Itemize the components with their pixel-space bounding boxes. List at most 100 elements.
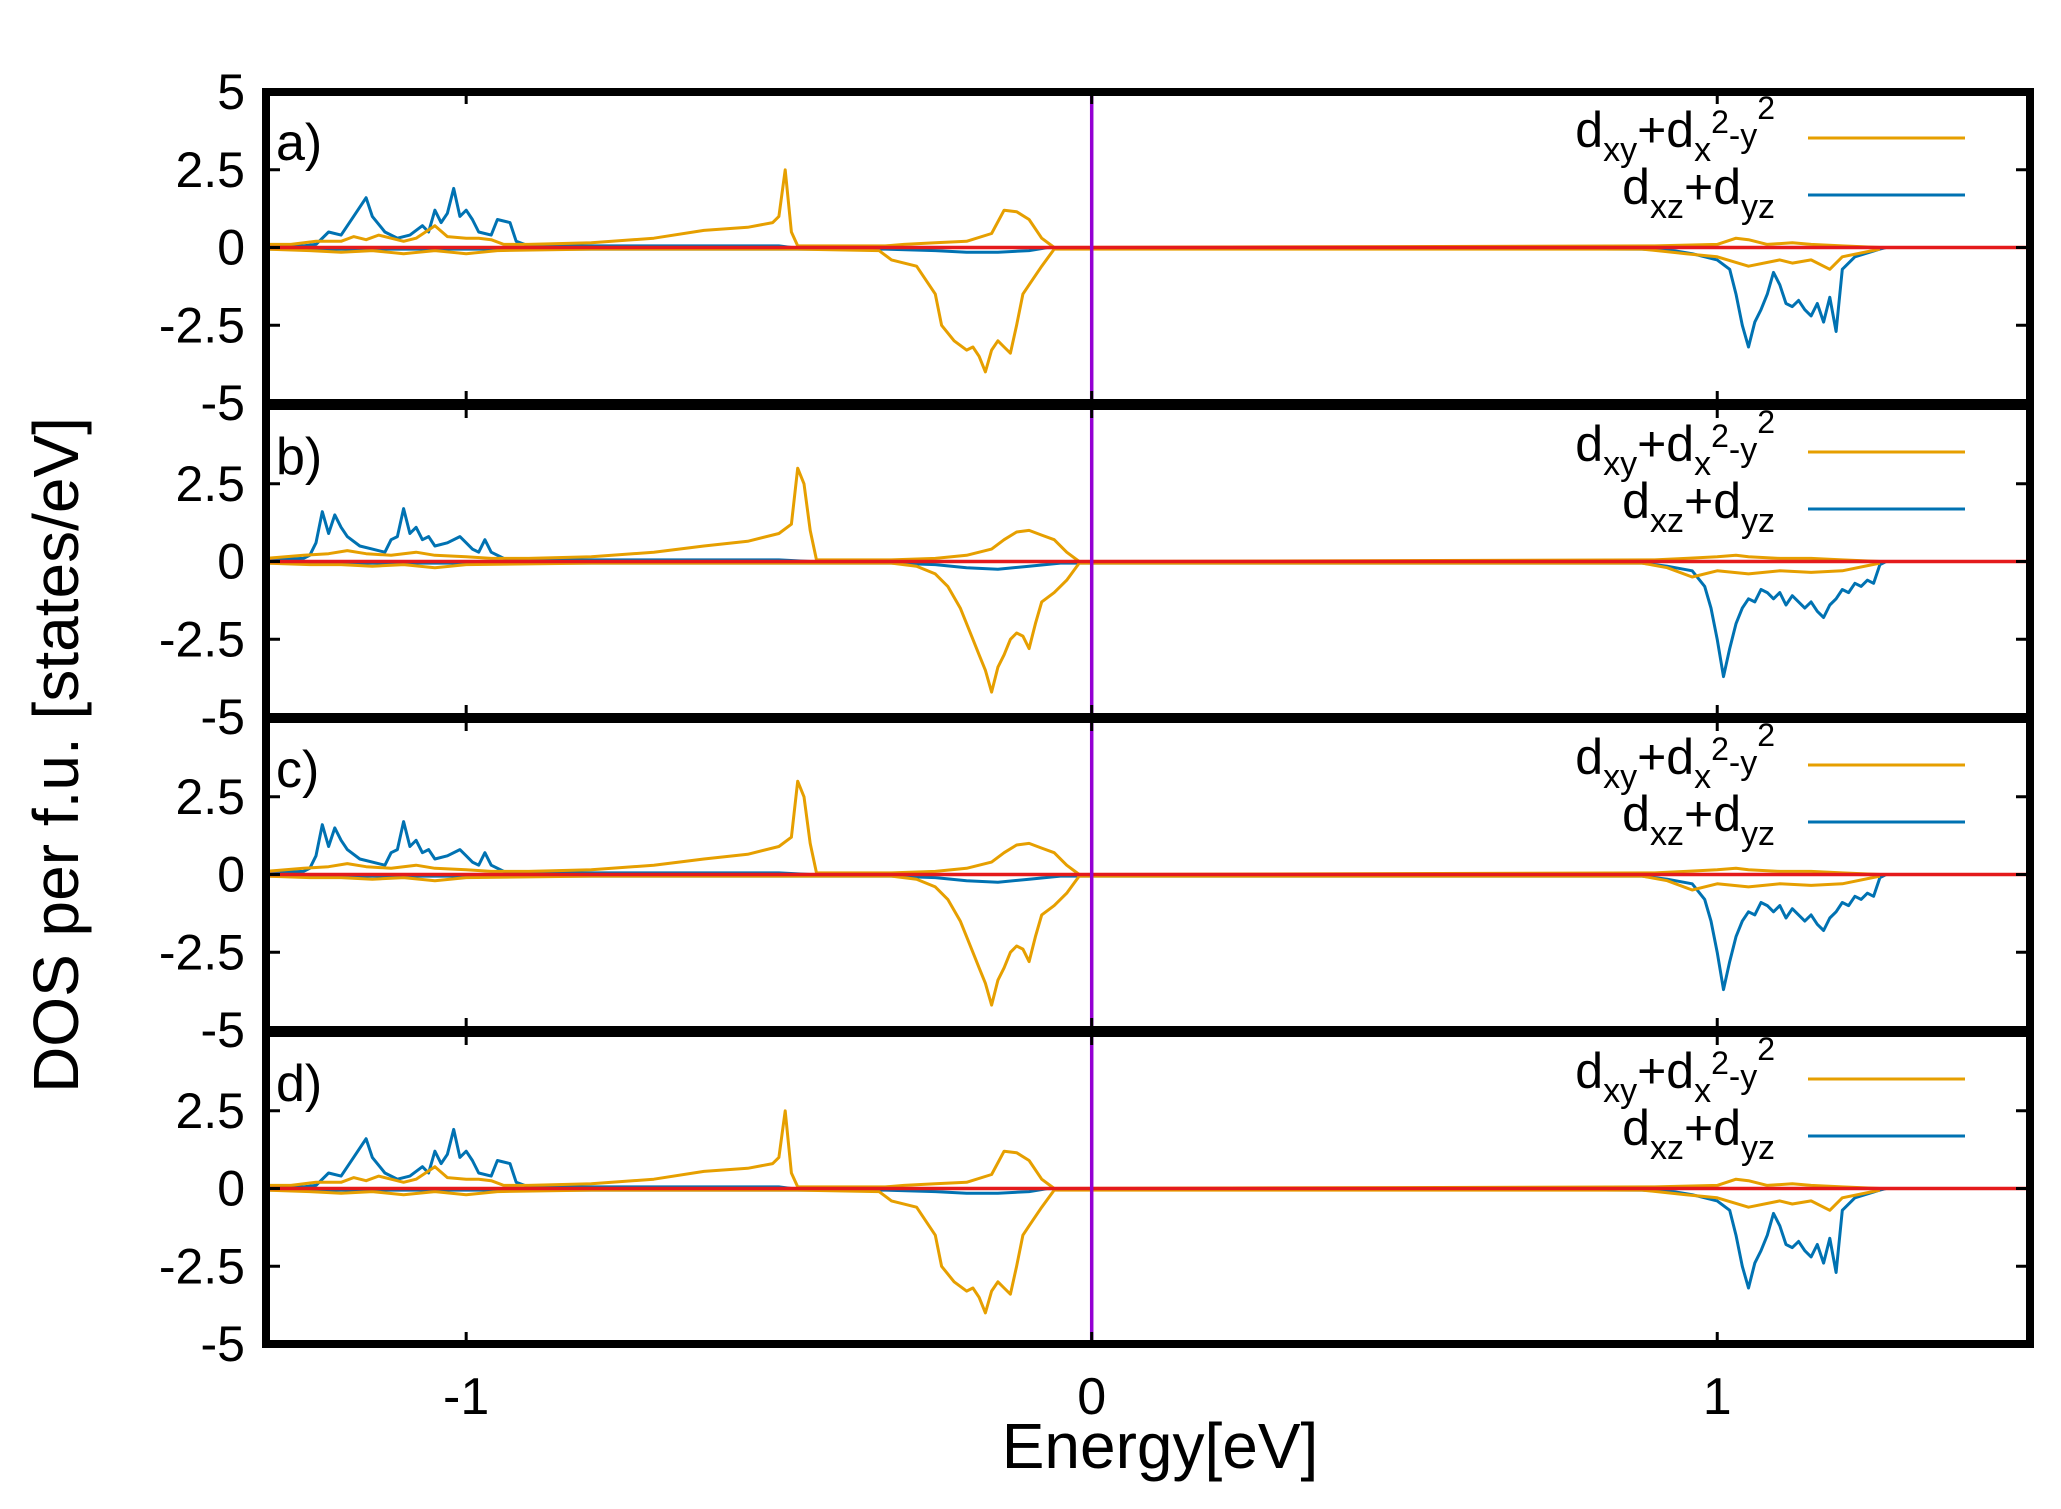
legend-text-part: d — [1666, 102, 1694, 158]
legend-text-part: yz — [1741, 815, 1775, 853]
y-tick-label: 0 — [217, 220, 245, 276]
legend-text-part: d — [1713, 473, 1741, 529]
y-tick-label: -2.5 — [159, 611, 245, 667]
series-dxz-dyz-spin-up — [266, 1127, 792, 1190]
legend-label-dxz-dyz: dxz+dyz — [1622, 473, 1775, 540]
legend-text-part: x — [1694, 758, 1711, 796]
legend-text-part: + — [1684, 473, 1713, 529]
legend-text-part: xz — [1650, 188, 1684, 226]
legend-label-dxz-dyz: dxz+dyz — [1622, 159, 1775, 226]
series-dxz-dyz-spin-down — [266, 1187, 1887, 1290]
legend-text-part: -y — [1729, 1058, 1757, 1096]
panel-label: d) — [276, 1055, 322, 1113]
series-dxz-dyz-spin-up — [266, 820, 811, 876]
legend-text-part: d — [1575, 1043, 1603, 1099]
series-dxz-dyz-spin-up — [266, 507, 811, 563]
legend-text-part: 2 — [1757, 404, 1775, 440]
legend-text-part: 2 — [1757, 90, 1775, 126]
legend-text-part: + — [1637, 102, 1666, 158]
legend-text-part: xz — [1650, 502, 1684, 540]
legend-text-part: 2 — [1711, 104, 1729, 140]
legend-text-part: -y — [1729, 744, 1757, 782]
legend-text-part: xy — [1603, 445, 1637, 483]
series-dxy-dx2y2-spin-down — [266, 1188, 1881, 1315]
legend-text-part: + — [1637, 729, 1666, 785]
legend-text-part: d — [1622, 1100, 1650, 1156]
series-dxz-dyz-spin-up — [266, 186, 792, 249]
y-tick-label: 2.5 — [175, 142, 245, 198]
x-tick-label: -1 — [443, 1368, 489, 1426]
legend-text-part: x — [1694, 131, 1711, 169]
y-tick-label: 0 — [217, 847, 245, 903]
legend-text-part: d — [1575, 102, 1603, 158]
legend-text-part: 2 — [1711, 1045, 1729, 1081]
panel-label: c) — [276, 741, 319, 799]
x-axis-title: Energy[eV] — [1002, 1410, 1319, 1482]
legend-text-part: d — [1666, 729, 1694, 785]
legend-text-part: + — [1684, 1100, 1713, 1156]
legend-label-dxy-dx2y2: dxy+dx2-y2 — [1575, 1031, 1775, 1110]
legend-label-dxy-dx2y2: dxy+dx2-y2 — [1575, 90, 1775, 169]
legend-text-part: 2 — [1711, 418, 1729, 454]
legend-label-dxy-dx2y2: dxy+dx2-y2 — [1575, 717, 1775, 796]
y-tick-label: -2.5 — [159, 297, 245, 353]
y-tick-label: 2.5 — [175, 1083, 245, 1139]
series-dxy-dx2y2-spin-down — [266, 874, 1881, 1007]
legend-text-part: xy — [1603, 1072, 1637, 1110]
legend-text-part: yz — [1741, 1129, 1775, 1167]
legend-text-part: 2 — [1711, 731, 1729, 767]
y-axis-title: DOS per f.u. [states/eV] — [20, 417, 92, 1093]
legend-text-part: d — [1713, 1100, 1741, 1156]
legend-text-part: yz — [1741, 188, 1775, 226]
panel-label: b) — [276, 428, 322, 486]
y-tick-label: 0 — [217, 1161, 245, 1217]
legend-text-part: d — [1622, 159, 1650, 215]
legend-text-part: d — [1575, 729, 1603, 785]
panel-data — [266, 168, 1887, 374]
legend-label-dxy-dx2y2: dxy+dx2-y2 — [1575, 404, 1775, 483]
y-tick-label: 2.5 — [175, 769, 245, 825]
series-dxz-dyz-spin-down — [266, 873, 1887, 992]
legend-text-part: d — [1666, 416, 1694, 472]
legend-text-part: + — [1684, 786, 1713, 842]
series-dxz-dyz-spin-down — [266, 560, 1887, 679]
legend-text-part: + — [1637, 1043, 1666, 1099]
legend-text-part: xy — [1603, 758, 1637, 796]
legend-text-part: xz — [1650, 815, 1684, 853]
legend-text-part: -y — [1729, 431, 1757, 469]
legend-text-part: x — [1694, 1072, 1711, 1110]
legend-text-part: + — [1637, 416, 1666, 472]
legend-text-part: d — [1666, 1043, 1694, 1099]
panel-frame — [262, 1029, 2034, 1348]
x-tick-label: 0 — [1077, 1368, 1106, 1426]
legend-text-part: xz — [1650, 1129, 1684, 1167]
legend-text-part: yz — [1741, 502, 1775, 540]
y-tick-label: -5 — [201, 1002, 245, 1058]
y-tick-label: 5 — [217, 64, 245, 120]
panel-label: a) — [276, 114, 322, 172]
y-tick-label: -5 — [201, 689, 245, 745]
legend-text-part: 2 — [1757, 1031, 1775, 1067]
legend-text-part: x — [1694, 445, 1711, 483]
series-dxy-dx2y2-spin-down — [266, 561, 1881, 694]
x-tick-label: 1 — [1703, 1368, 1732, 1426]
legend-text-part: + — [1684, 159, 1713, 215]
y-tick-label: -2.5 — [159, 1238, 245, 1294]
y-tick-label: -2.5 — [159, 924, 245, 980]
legend-text-part: d — [1622, 473, 1650, 529]
legend-text-part: xy — [1603, 131, 1637, 169]
y-tick-label: 2.5 — [175, 456, 245, 512]
y-tick-label: -5 — [201, 375, 245, 431]
plot-layer: 52.50-2.5-5a) dxy+dx2-y2dxz+dyz2.50-2.5-5… — [159, 64, 2034, 1426]
legend-text-part: d — [1575, 416, 1603, 472]
legend-text-part: -y — [1729, 117, 1757, 155]
y-tick-label: -5 — [201, 1316, 245, 1372]
legend-text-part: 2 — [1757, 717, 1775, 753]
series-dxy-dx2y2-spin-down — [266, 247, 1881, 374]
panel-data — [266, 779, 1887, 1007]
series-dxz-dyz-spin-down — [266, 246, 1887, 349]
